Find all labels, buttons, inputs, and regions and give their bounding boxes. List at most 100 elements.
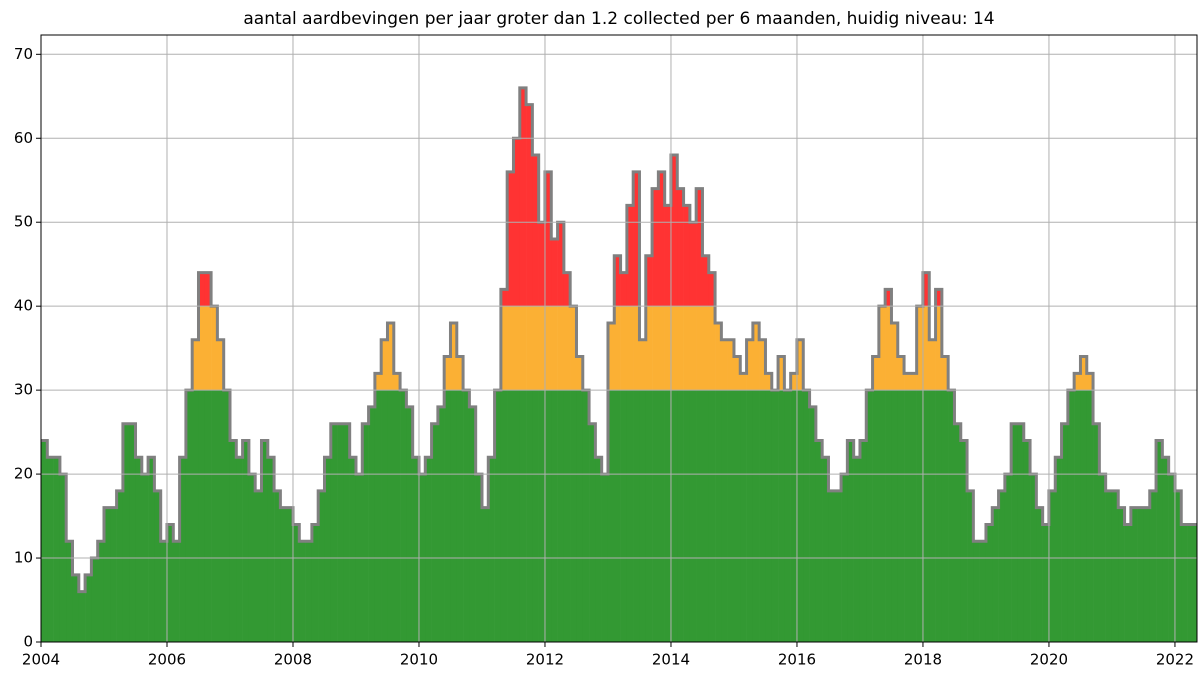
area-segment	[727, 390, 735, 642]
area-segment	[727, 339, 735, 391]
area-segment	[286, 507, 294, 642]
area-segment	[450, 390, 458, 642]
area-segment	[236, 457, 243, 642]
x-tick-label: 2004	[22, 651, 60, 669]
area-segment	[847, 440, 854, 642]
area-segment	[614, 255, 621, 307]
area-segment	[330, 423, 338, 642]
area-segment	[97, 541, 105, 642]
area-segment	[878, 390, 886, 642]
area-segment	[752, 322, 760, 391]
area-segment	[589, 423, 596, 642]
area-segment	[696, 188, 703, 307]
area-segment	[645, 306, 653, 391]
area-segment	[853, 457, 861, 642]
area-segment	[563, 306, 571, 391]
area-segment	[1187, 524, 1198, 642]
area-segment	[349, 457, 357, 642]
area-segment	[450, 322, 458, 391]
area-segment	[507, 390, 514, 642]
area-segment	[381, 339, 388, 391]
area-segment	[765, 390, 773, 642]
area-segment	[500, 306, 508, 391]
area-segment	[607, 390, 615, 642]
area-segment	[129, 423, 136, 642]
area-segment	[324, 457, 332, 642]
area-segment	[677, 306, 684, 391]
area-segment	[633, 171, 640, 307]
area-segment	[796, 339, 804, 391]
area-segment	[519, 87, 527, 307]
x-tick-label: 2010	[400, 651, 438, 669]
area-segment	[715, 322, 722, 391]
area-segment	[689, 306, 697, 391]
area-segment	[916, 306, 924, 391]
area-segment	[532, 155, 539, 307]
area-segment	[1156, 440, 1163, 642]
area-segment	[229, 440, 237, 642]
area-segment	[576, 390, 584, 642]
area-segment	[267, 457, 275, 642]
area-segment	[563, 390, 571, 642]
area-segment	[891, 322, 899, 391]
area-segment	[664, 306, 672, 391]
area-segment	[78, 591, 86, 642]
area-segment	[431, 423, 439, 642]
area-segment	[614, 306, 621, 391]
area-segment	[1067, 390, 1075, 642]
area-segment	[500, 390, 508, 642]
area-segment	[72, 574, 80, 642]
area-segment	[897, 356, 905, 391]
x-tick-label: 2018	[904, 651, 942, 669]
area-segment	[192, 339, 199, 391]
area-segment	[305, 541, 313, 642]
area-segment	[929, 390, 936, 642]
area-segment	[708, 272, 716, 307]
area-segment	[1086, 373, 1094, 391]
area-segment	[488, 457, 495, 642]
area-segment	[223, 390, 231, 642]
area-segment	[689, 222, 697, 307]
area-segment	[362, 423, 369, 642]
area-segment	[192, 390, 199, 642]
area-segment	[677, 390, 684, 642]
area-segment	[148, 457, 155, 642]
area-segment	[878, 306, 886, 391]
area-segment	[1111, 490, 1119, 642]
area-segment	[255, 490, 262, 642]
area-segment	[437, 406, 445, 642]
area-segment	[481, 507, 489, 642]
area-segment	[904, 373, 911, 391]
area-segment	[557, 306, 565, 391]
area-segment	[400, 390, 407, 642]
area-segment	[752, 390, 760, 642]
area-segment	[544, 306, 552, 391]
area-segment	[217, 390, 224, 642]
area-segment	[1080, 356, 1088, 391]
area-segment	[790, 373, 798, 391]
x-tick-label: 2008	[274, 651, 312, 669]
area-segment	[677, 188, 684, 307]
area-segment	[211, 390, 218, 642]
area-segment	[985, 524, 993, 642]
y-tick-label: 30	[14, 381, 33, 399]
area-segment	[859, 440, 867, 642]
area-segment	[242, 440, 250, 642]
area-segment	[299, 541, 306, 642]
area-segment	[885, 306, 892, 391]
area-segment	[519, 306, 527, 391]
area-segment	[582, 390, 590, 642]
area-segment	[1143, 507, 1151, 642]
area-segment	[538, 390, 546, 642]
area-segment	[337, 423, 344, 642]
area-segment	[1011, 423, 1018, 642]
area-segment	[595, 457, 602, 642]
area-segment	[941, 356, 949, 391]
area-segment	[274, 490, 281, 642]
area-segment	[954, 423, 962, 642]
area-segment	[910, 390, 917, 642]
area-segment	[318, 490, 325, 642]
area-segment	[1093, 423, 1100, 642]
y-tick-label: 0	[23, 633, 33, 651]
